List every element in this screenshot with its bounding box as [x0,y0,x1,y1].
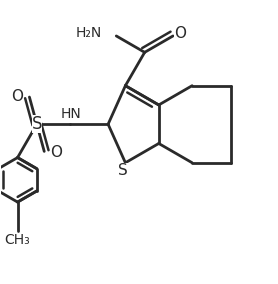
Text: H₂N: H₂N [75,26,101,41]
Text: S: S [118,163,128,178]
Text: O: O [174,26,187,41]
Text: HN: HN [60,107,81,121]
Text: S: S [32,115,42,133]
Text: CH₃: CH₃ [5,233,30,247]
Text: O: O [11,89,23,104]
Text: O: O [51,145,63,160]
